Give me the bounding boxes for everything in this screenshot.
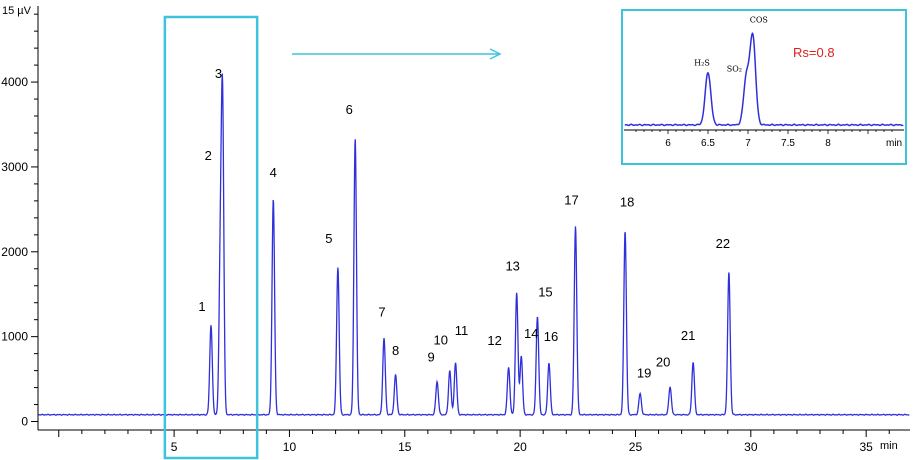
zoom-arrow-head xyxy=(489,48,502,60)
peak-label: 7 xyxy=(378,304,385,319)
inset-peak-labels: H₂S SO₂ COS xyxy=(694,16,768,74)
inset-chromatogram-trace xyxy=(624,32,904,127)
peak-label: 8 xyxy=(392,343,399,358)
y-axis-unit-label: 15 µV xyxy=(2,5,32,17)
inset-x-tick-label: 7.5 xyxy=(781,138,795,149)
main-chromatogram-trace xyxy=(38,73,910,416)
y-tick-label: 1000 xyxy=(1,330,28,344)
inset-x-tick-label: 6 xyxy=(665,138,671,149)
peak-label: 21 xyxy=(681,328,695,343)
inset-frame xyxy=(621,9,907,165)
peak-label: 18 xyxy=(620,195,634,210)
peak-label: 10 xyxy=(434,333,448,348)
peak-label: 3 xyxy=(215,66,222,81)
x-tick-label: 10 xyxy=(283,440,297,454)
x-tick-label: 20 xyxy=(513,440,527,454)
x-tick-label: 35 xyxy=(859,440,873,454)
inset-x-tick-label: 6.5 xyxy=(701,138,715,149)
y-tick-label: 4000 xyxy=(1,75,28,89)
peak-label: 1 xyxy=(198,299,205,314)
inset-peak-label: SO₂ xyxy=(727,65,742,74)
peak-label: 4 xyxy=(270,165,277,180)
x-axis-unit-label: min xyxy=(880,440,898,452)
inset-peak-label: COS xyxy=(750,16,768,25)
peak-label: 9 xyxy=(427,350,434,365)
x-tick-label: 5 xyxy=(171,440,178,454)
inset-peak-label: H₂S xyxy=(694,58,710,67)
y-tick-label: 2000 xyxy=(1,245,28,259)
inset-x-tick-label: 8 xyxy=(825,138,831,149)
peak-label: 5 xyxy=(325,231,332,246)
highlight-box xyxy=(163,15,259,460)
peak-label: 16 xyxy=(544,329,558,344)
peak-label: 20 xyxy=(656,355,670,370)
x-tick-label: 25 xyxy=(629,440,643,454)
peak-label: 2 xyxy=(205,148,212,163)
peak-label: 17 xyxy=(564,192,578,207)
peak-label: 12 xyxy=(487,333,501,348)
inset-zoom-panel: 6 6.5 7 7.5 8 H₂S SO₂ COS Rs=0.8 min xyxy=(621,9,907,165)
inset-x-tick-label: 7 xyxy=(745,138,751,149)
inset-ticks: 6 6.5 7 7.5 8 xyxy=(635,130,893,149)
peak-label: 22 xyxy=(716,236,730,251)
peak-label: 11 xyxy=(455,323,469,338)
peak-label: 19 xyxy=(637,366,651,381)
peak-label: 15 xyxy=(538,284,552,299)
y-tick-label: 0 xyxy=(21,415,28,429)
inset-x-axis-unit-label: min xyxy=(886,138,902,149)
peak-label: 6 xyxy=(346,102,353,117)
resolution-annotation: Rs=0.8 xyxy=(793,45,835,60)
peak-label: 13 xyxy=(505,259,519,274)
y-tick-label: 3000 xyxy=(1,160,28,174)
x-tick-label: 30 xyxy=(744,440,758,454)
x-tick-label: 15 xyxy=(398,440,412,454)
peak-label: 14 xyxy=(524,326,538,341)
